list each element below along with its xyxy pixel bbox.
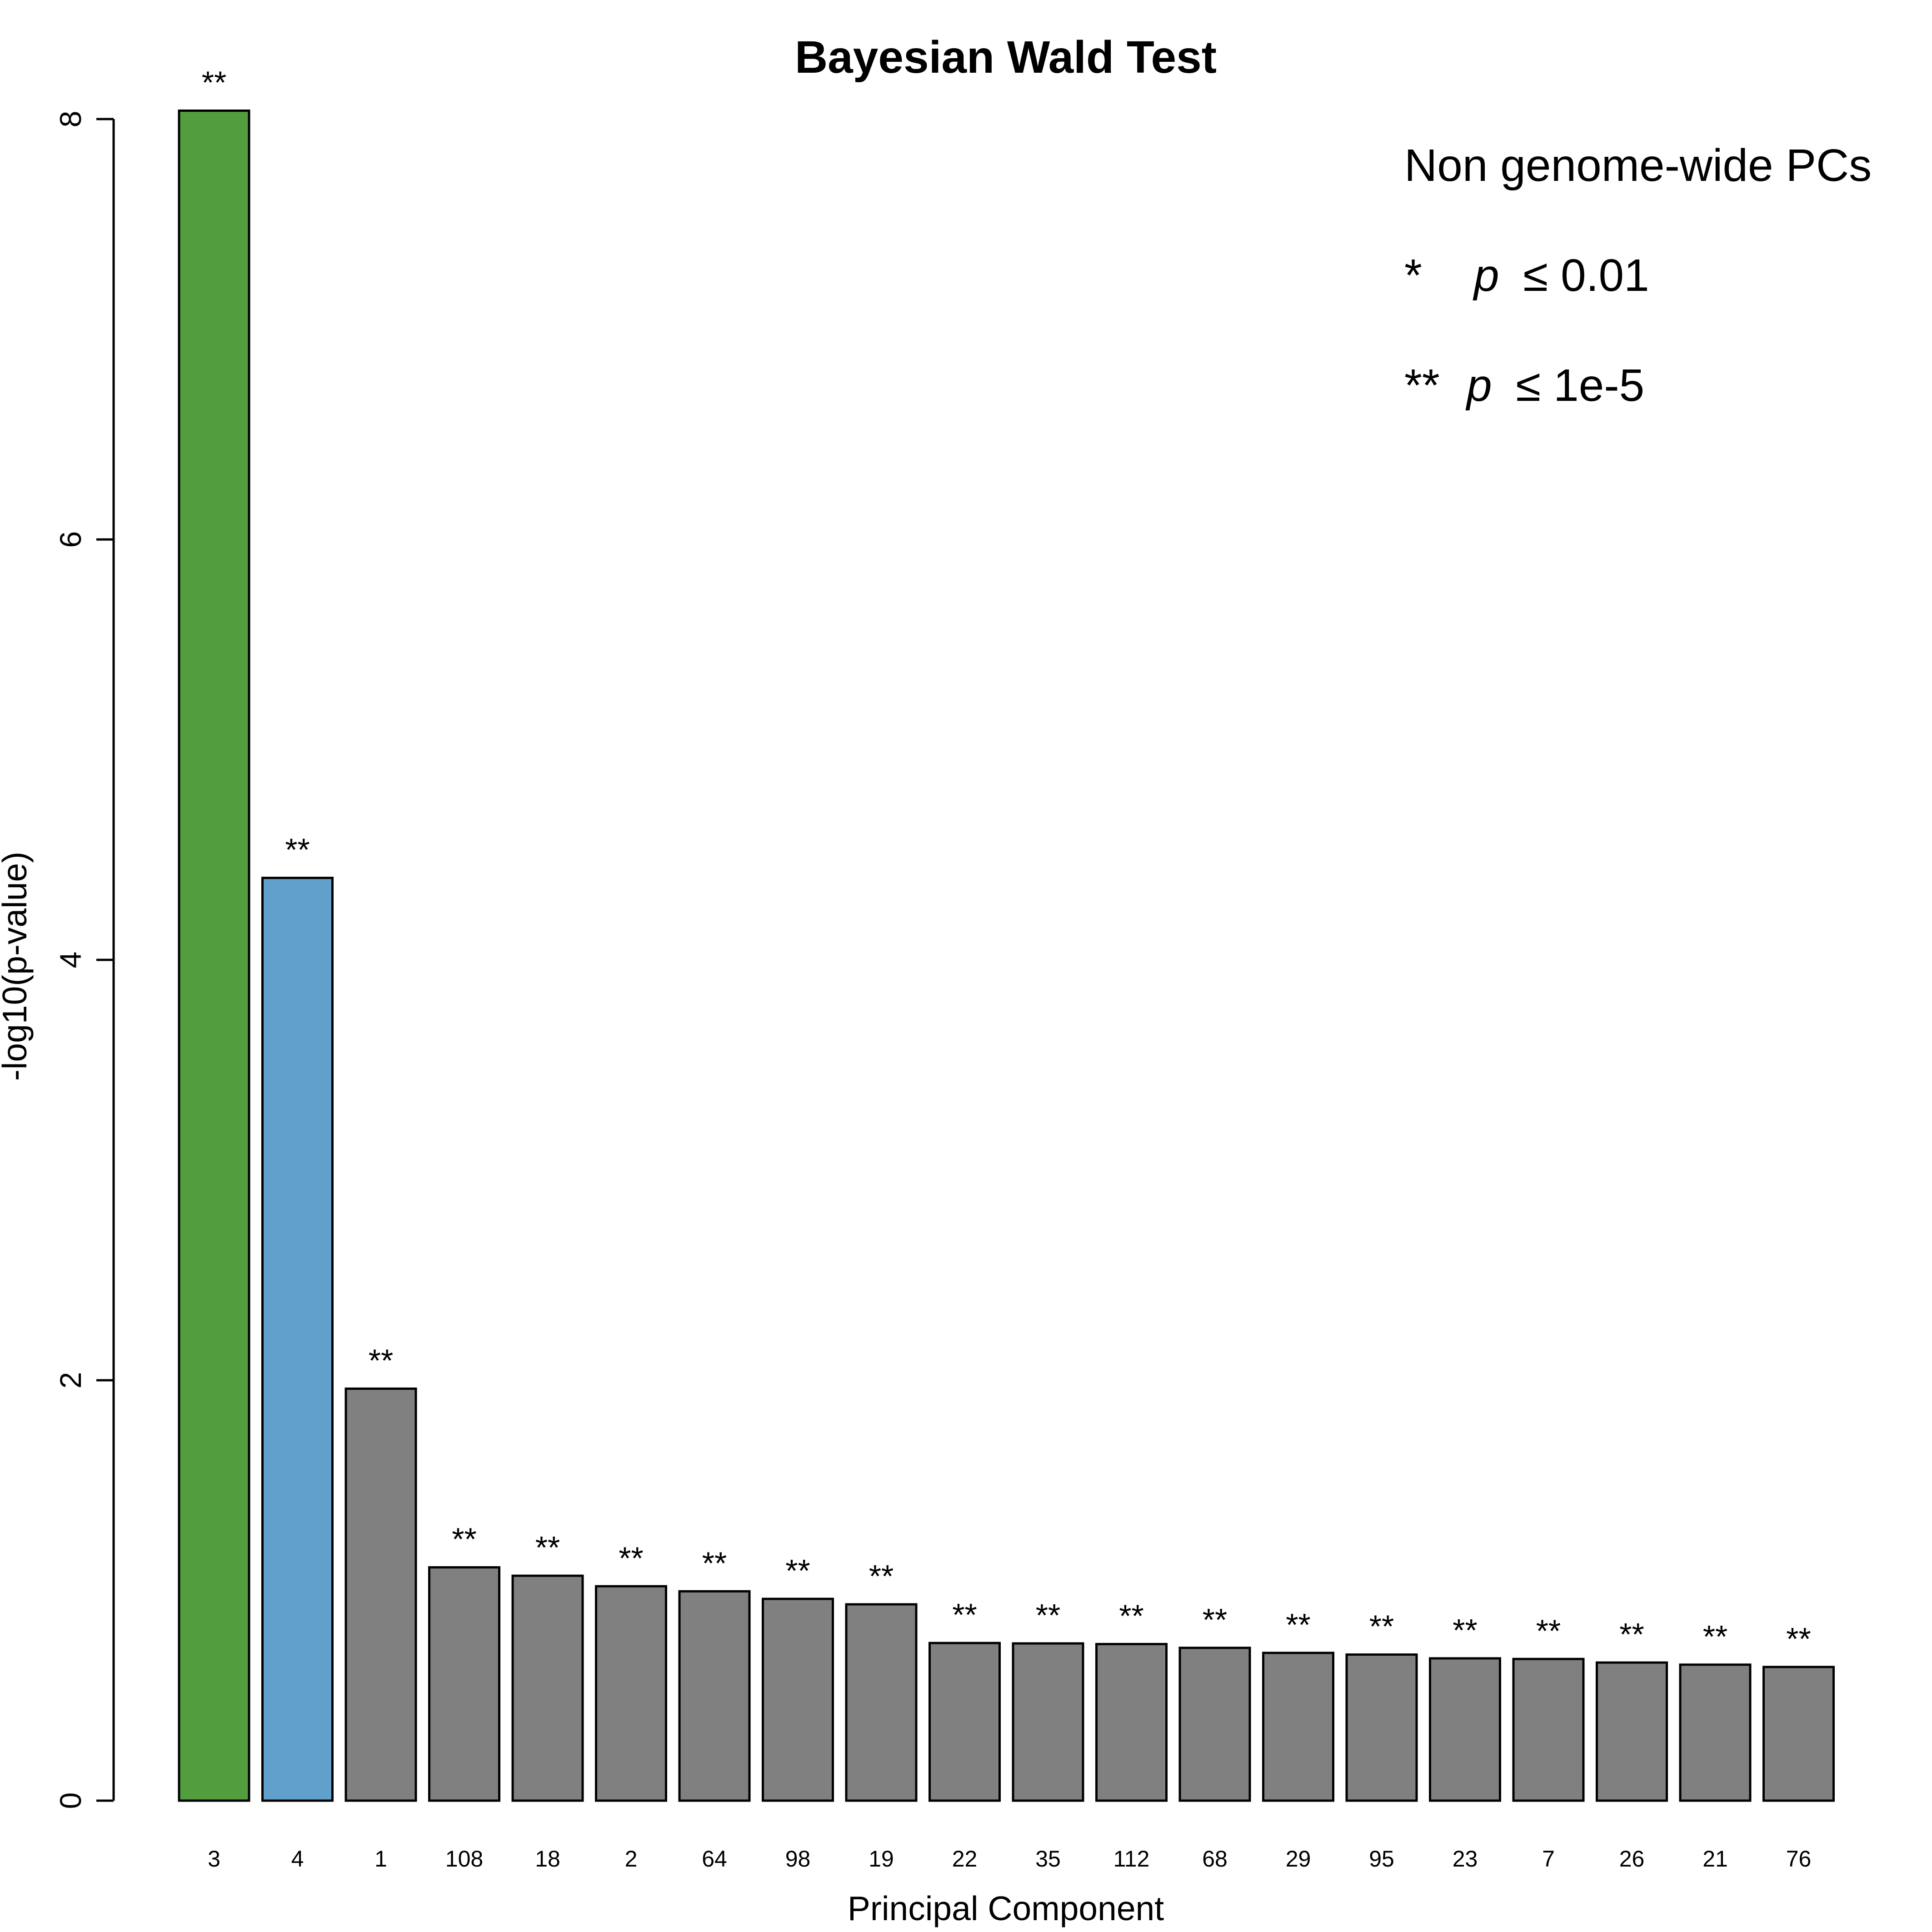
significance-label: **: [1619, 1617, 1644, 1652]
y-tick-label: 6: [54, 531, 87, 548]
y-tick-label: 8: [54, 111, 87, 128]
x-tick-label: 35: [1035, 1846, 1061, 1872]
legend-header: Non genome-wide PCs: [1404, 140, 1872, 191]
bar-pc-68: [1178, 1647, 1251, 1802]
x-tick-label: 1: [374, 1846, 387, 1872]
x-tick-label: 19: [869, 1846, 894, 1872]
bar-pc-3: [178, 110, 250, 1802]
significance-label: **: [202, 65, 226, 100]
bar-pc-4: [261, 877, 334, 1802]
significance-label: **: [785, 1553, 810, 1588]
significance-label: **: [1036, 1598, 1060, 1633]
y-axis-title: -log10(p-value): [0, 852, 34, 1081]
significance-label: **: [452, 1522, 476, 1557]
bar-pc-108: [428, 1566, 500, 1802]
bar-pc-64: [678, 1590, 751, 1802]
significance-label: **: [285, 832, 310, 868]
x-tick-label: 112: [1113, 1846, 1150, 1872]
significance-label: **: [369, 1343, 393, 1378]
bar-pc-95: [1345, 1653, 1418, 1802]
bar-pc-7: [1512, 1657, 1585, 1802]
x-tick-label: 3: [208, 1846, 220, 1872]
significance-label: **: [1119, 1598, 1143, 1633]
x-tick-label: 7: [1542, 1846, 1555, 1872]
x-tick-label: 23: [1453, 1846, 1478, 1872]
x-tick-label: 29: [1286, 1846, 1311, 1872]
legend-p-double: p: [1465, 360, 1492, 411]
bar-pc-26: [1596, 1661, 1668, 1802]
x-tick-label: 4: [291, 1846, 304, 1872]
chart-title: Bayesian Wald Test: [795, 32, 1217, 83]
x-tick-label: 26: [1619, 1846, 1645, 1872]
x-tick-label: 76: [1786, 1846, 1812, 1872]
bar-pc-35: [1012, 1642, 1084, 1802]
significance-label: **: [1453, 1612, 1477, 1648]
legend-symbol-double: **: [1404, 360, 1440, 411]
bar-pc-112: [1095, 1642, 1168, 1802]
x-tick-label: 21: [1702, 1846, 1728, 1872]
legend-entry-single: p ≤ 0.01: [1473, 250, 1649, 301]
significance-label: **: [702, 1545, 727, 1581]
legend-threshold-double: ≤ 1e-5: [1516, 360, 1644, 411]
bar-pc-21: [1679, 1663, 1752, 1802]
bar-pc-19: [845, 1603, 918, 1802]
bar-pc-98: [762, 1598, 834, 1802]
significance-label: **: [869, 1558, 894, 1594]
significance-label: **: [952, 1597, 977, 1632]
significance-label: **: [1203, 1602, 1227, 1637]
bar-pc-23: [1429, 1657, 1501, 1802]
x-tick-label: 98: [785, 1846, 811, 1872]
legend: Non genome-wide PCs * p ≤ 0.01 ** p ≤ 1e…: [1404, 140, 1872, 411]
y-tick-label: 0: [54, 1792, 87, 1809]
x-tick-label: 2: [625, 1846, 638, 1872]
significance-label: **: [619, 1540, 643, 1576]
y-axis: 0 2 4 6 8: [54, 111, 115, 1809]
x-tick-labels: 3 4 1 108 18 2 64 98 19 22 35 112 68 29 95 23 7 26 21 76: [208, 1846, 1811, 1872]
x-tick-label: 18: [535, 1846, 560, 1872]
y-tick-label: 4: [54, 952, 87, 968]
x-tick-label: 95: [1369, 1846, 1394, 1872]
bar-pc-2: [595, 1585, 667, 1802]
x-tick-label: 64: [702, 1846, 727, 1872]
y-tick-label: 2: [54, 1372, 87, 1389]
bars: ** ** ** ** ** ** ** ** ** ** ** ** ** ** ** ** ** ** ** **: [178, 65, 1835, 1802]
bar-pc-76: [1762, 1666, 1835, 1802]
x-tick-label: 108: [445, 1846, 483, 1872]
x-tick-label: 22: [952, 1846, 978, 1872]
significance-label: **: [1786, 1621, 1811, 1657]
legend-entry-double: p ≤ 1e-5: [1465, 360, 1644, 411]
bar-pc-22: [929, 1642, 1001, 1802]
x-axis-title: Principal Component: [848, 1889, 1164, 1927]
significance-label: **: [535, 1530, 560, 1565]
legend-symbol-single: *: [1404, 250, 1422, 301]
bar-pc-18: [511, 1574, 584, 1802]
bar-pc-29: [1262, 1652, 1334, 1802]
significance-label: **: [1286, 1607, 1310, 1642]
significance-label: **: [1703, 1619, 1727, 1654]
significance-label: **: [1536, 1613, 1561, 1648]
bar-pc-1: [344, 1388, 417, 1802]
significance-label: **: [1369, 1609, 1394, 1644]
legend-p-single: p: [1473, 250, 1499, 301]
legend-threshold-single: ≤ 0.01: [1523, 250, 1649, 301]
x-tick-label: 68: [1202, 1846, 1228, 1872]
